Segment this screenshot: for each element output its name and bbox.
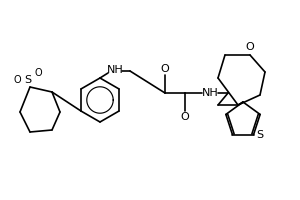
Text: O: O [181, 112, 189, 122]
Text: O: O [160, 64, 169, 74]
Text: S: S [24, 75, 32, 85]
Text: S: S [256, 130, 263, 140]
Text: O: O [13, 75, 21, 85]
Text: O: O [34, 68, 42, 78]
Text: NH: NH [106, 65, 123, 75]
Text: O: O [246, 42, 254, 52]
Text: NH: NH [202, 88, 218, 98]
